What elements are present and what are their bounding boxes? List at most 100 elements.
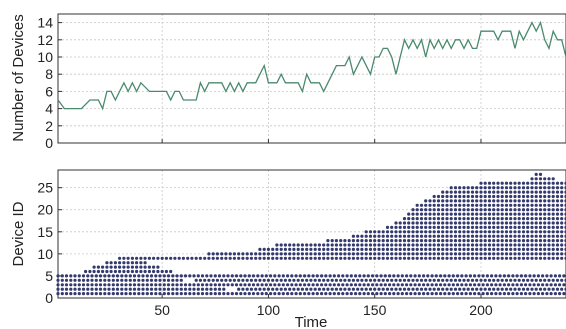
device-dot (109, 265, 113, 269)
device-dot (360, 243, 364, 247)
device-dot (477, 274, 481, 278)
device-dot (558, 274, 562, 278)
device-dot (496, 278, 500, 282)
device-dot (502, 292, 506, 296)
device-dot (475, 234, 479, 238)
device-dot (526, 194, 530, 199)
device-dot (521, 247, 526, 251)
device-dot (551, 287, 555, 291)
device-dot (379, 292, 383, 296)
device-dot (551, 208, 555, 212)
device-dot (262, 252, 266, 256)
device-dot (466, 243, 470, 247)
device-dot (547, 287, 551, 291)
device-dot (160, 269, 164, 274)
device-dot (538, 278, 543, 282)
device-dot (330, 247, 334, 251)
device-dot (200, 287, 205, 291)
device-dot (500, 203, 504, 207)
device-dot (322, 278, 326, 282)
device-dot (407, 234, 411, 238)
device-dot (483, 287, 487, 291)
device-dot (466, 208, 470, 212)
device-dot (162, 278, 166, 282)
device-dot (470, 221, 475, 225)
device-dot (453, 239, 458, 243)
device-dot (470, 212, 475, 216)
device-dot (498, 274, 502, 278)
device-dot (341, 292, 345, 296)
device-dot (364, 239, 368, 243)
device-dot (339, 287, 343, 291)
device-dot (470, 252, 475, 256)
device-dot (281, 292, 285, 296)
device-dot (141, 287, 145, 291)
device-dot (400, 292, 404, 296)
device-dot (428, 221, 432, 225)
device-dot (445, 287, 449, 291)
bottom-xtick-label: 200 (469, 302, 493, 318)
device-dot (415, 234, 419, 238)
device-dot (424, 221, 428, 225)
device-dot (175, 287, 179, 291)
device-dot (538, 287, 543, 291)
device-dot (411, 221, 415, 225)
device-dot (487, 278, 492, 282)
device-dot (326, 247, 330, 251)
device-dot (445, 247, 449, 251)
device-dot (347, 256, 351, 260)
device-dot (124, 283, 128, 287)
device-dot (334, 287, 338, 291)
device-dot (509, 252, 513, 256)
device-dot (322, 287, 326, 291)
device-dot (479, 217, 483, 221)
device-dot (487, 203, 492, 207)
device-dot (521, 208, 526, 212)
device-dot (530, 278, 534, 282)
device-dot (247, 292, 251, 296)
device-dot (428, 212, 432, 216)
device-dot (511, 292, 515, 296)
device-dot (258, 252, 262, 256)
device-dot (443, 283, 447, 287)
device-dot (328, 274, 332, 278)
device-dot (228, 278, 232, 282)
device-dot (509, 181, 513, 185)
bottom-ytick-label: 20 (37, 202, 53, 218)
device-dot (460, 283, 464, 287)
device-dot (462, 239, 466, 243)
device-dot (262, 287, 266, 291)
device-dot (453, 221, 458, 225)
device-dot (475, 212, 479, 216)
device-dot (477, 292, 481, 296)
device-dot (154, 283, 158, 287)
device-dot (543, 186, 547, 190)
device-dot (300, 247, 304, 251)
device-dot (305, 287, 309, 291)
device-dot (398, 239, 402, 243)
device-dot (496, 221, 500, 225)
device-dot (513, 190, 517, 194)
device-dot (526, 243, 530, 247)
device-dot (407, 212, 411, 216)
device-dot (413, 283, 417, 287)
device-dot (453, 194, 458, 199)
device-dot (453, 203, 458, 207)
device-dot (300, 243, 304, 247)
device-dot (483, 243, 487, 247)
device-dot (407, 225, 411, 229)
device-dot (422, 274, 426, 278)
device-dot (115, 278, 120, 282)
device-dot (526, 230, 530, 234)
device-dot (562, 292, 566, 296)
device-dot (509, 212, 513, 216)
device-dot (232, 278, 236, 282)
device-dot (458, 278, 462, 282)
device-dot (115, 292, 120, 296)
device-dot (422, 283, 426, 287)
device-dot (428, 252, 432, 256)
device-dot (453, 287, 458, 291)
device-dot (364, 247, 368, 251)
device-dot (152, 265, 156, 269)
device-dot (64, 292, 69, 296)
